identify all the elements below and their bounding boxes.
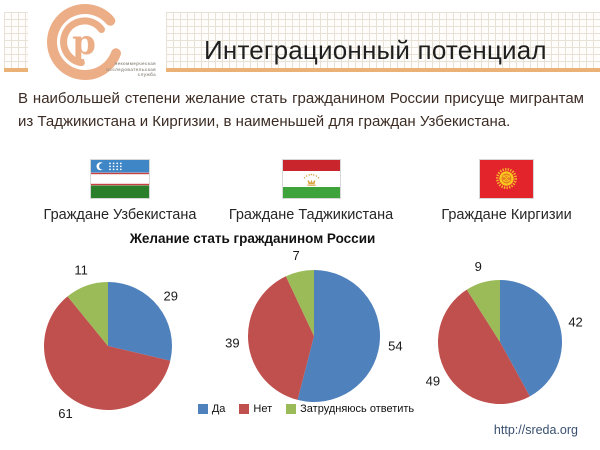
chart-legend: Да Нет Затрудняюсь ответить [178, 403, 434, 415]
pie-value-label: 11 [74, 263, 88, 278]
logo-org-line: исследовательская [106, 66, 156, 72]
legend-item-no: Нет [239, 403, 272, 415]
pie-value-label: 9 [475, 259, 482, 274]
logo-outer-swirl [47, 4, 122, 80]
pie-slice-Нет [248, 276, 314, 400]
header-left-grid-decor [4, 12, 28, 72]
pie-value-label: 42 [568, 315, 582, 330]
page-title: Интеграционный потенциал [204, 35, 547, 65]
tajikistan-flag-crown [303, 173, 319, 186]
group-label: Граждане Узбекистана [43, 207, 197, 223]
pie-value-label: 54 [388, 338, 402, 353]
kyrgyzstan-flag-image [480, 160, 533, 198]
logo-inner-swirl [60, 17, 105, 67]
pie-slice-Нет [438, 289, 530, 404]
kyrgyzstan-flag-sun [495, 168, 517, 189]
pie-slice-Затрудняюсь ответить [67, 282, 108, 346]
group-label: Граждане Киргизии [441, 207, 572, 223]
pie-chart-uzbekistan: 29 61 11 [44, 263, 178, 421]
legend-label: Нет [253, 403, 273, 415]
pie-slice-Затрудняюсь ответить [466, 280, 500, 342]
legend-item-undecided: Затрудняюсь ответить [286, 403, 414, 415]
pie-slice-Да [108, 282, 172, 361]
group-kyrgyzstan: Граждане Киргизии [414, 160, 599, 223]
pie-chart-kyrgyzstan: 42 49 9 [426, 259, 583, 404]
footer-url-link[interactable]: http://sreda.org [493, 423, 578, 437]
pie-value-label: 61 [58, 406, 72, 421]
legend-swatch-undecided [286, 404, 297, 414]
group-label: Граждане Таджикистана [228, 207, 394, 223]
title-band: Интеграционный потенциал [166, 12, 600, 72]
legend-label: Затрудняюсь ответить [300, 403, 415, 415]
sreda-logo: р [47, 4, 122, 80]
logo-org-line: некоммерческая [114, 61, 156, 66]
legend-item-yes: Да [197, 403, 226, 415]
pie-chart-tajikistan: 54 39 7 [225, 248, 403, 402]
logo-org-line: служба [137, 72, 156, 78]
legend-swatch-yes [197, 404, 208, 414]
legend-swatch-no [239, 404, 250, 414]
group-tajikistan: Граждане Таджикистана [216, 160, 406, 223]
pie-slice-Нет [44, 296, 171, 410]
chart-title: Желание стать гражданином России [129, 231, 376, 246]
pie-slice-Да [500, 280, 562, 397]
legend-label: Да [211, 403, 226, 415]
lead-paragraph: В наибольшей степени желание стать гражд… [18, 90, 584, 130]
pie-value-label: 7 [292, 248, 299, 263]
uzbekistan-flag-stars [109, 162, 122, 171]
logo-org-name: некоммерческая исследовательская служба [96, 61, 156, 78]
pie-value-label: 29 [164, 288, 178, 303]
group-uzbekistan: Граждане Узбекистана [25, 160, 215, 223]
pie-value-label: 39 [225, 336, 239, 351]
uzbekistan-flag-image [91, 160, 149, 198]
pie-slice-Затрудняюсь ответить [285, 270, 314, 336]
logo-letter-r: р [72, 23, 96, 63]
pie-slice-Да [297, 270, 380, 402]
pie-value-label: 49 [426, 374, 440, 389]
tajikistan-flag-image [282, 160, 340, 198]
